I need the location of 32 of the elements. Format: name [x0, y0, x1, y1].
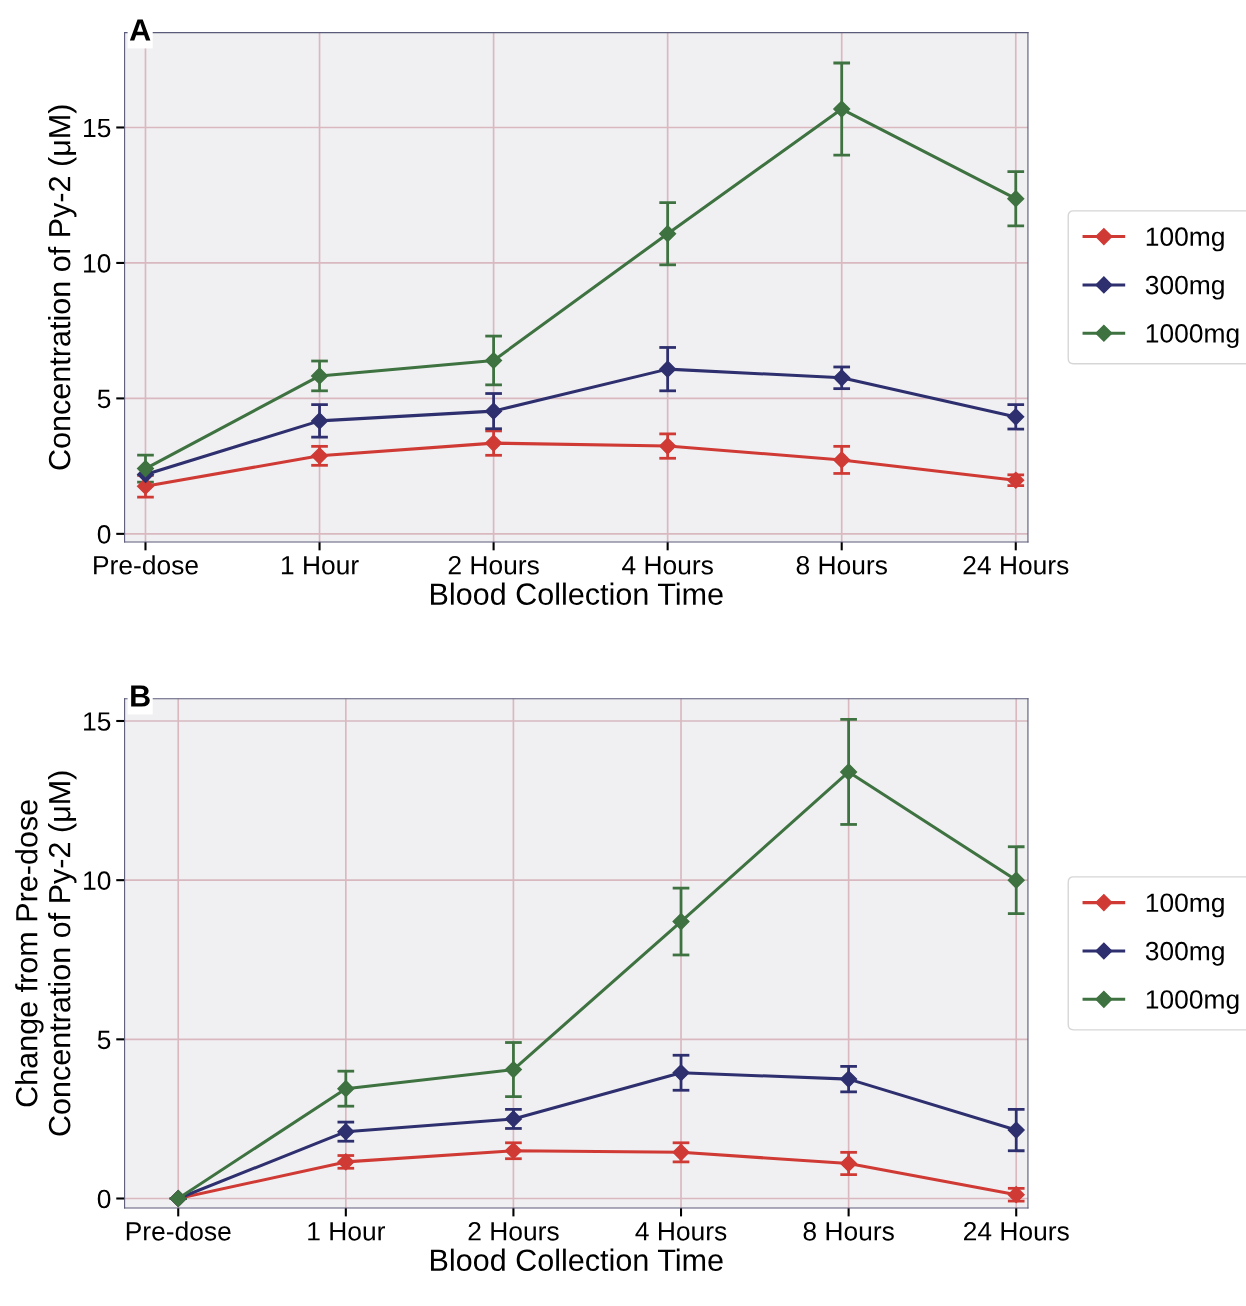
- y-tick-label: 0: [97, 1189, 111, 1209]
- y-tick-label: 5: [97, 389, 111, 409]
- x-tick-label: 24 Hours: [963, 555, 1069, 575]
- legend-label: 300mg: [1145, 275, 1224, 300]
- x-tick-label: 4 Hours: [635, 1222, 727, 1241]
- x-tick-label: 2 Hours: [468, 1221, 559, 1241]
- x-tick-label: Pre-dose: [94, 555, 198, 575]
- y-tick-label: 0: [97, 525, 111, 544]
- y-tick-label: 15: [84, 118, 111, 138]
- y-tick-label: 15: [84, 712, 111, 731]
- legend-label: 100mg: [1146, 227, 1224, 252]
- legend-label: 1000mg: [1146, 324, 1239, 348]
- x-tick-label: 1 Hour: [308, 1222, 385, 1241]
- x-axis-title: Blood Collection Time: [431, 582, 723, 606]
- y-tick-label: 10: [84, 254, 111, 273]
- x-tick-label: 4 Hours: [622, 556, 713, 575]
- y-axis-title: Change from Pre-dose Concentration of Py-2 (μM): [15, 771, 77, 1136]
- x-tick-label: 8 Hours: [796, 555, 887, 575]
- annotation: B: [131, 685, 150, 707]
- legend-label: 100mg: [1146, 893, 1224, 918]
- y-tick-label: 10: [84, 871, 111, 890]
- y-tick-label: 5: [97, 1030, 111, 1050]
- y-axis-title: Concentration of Py-2 (μM): [48, 105, 77, 470]
- x-tick-label: Pre-dose: [126, 1221, 231, 1241]
- legend-label: 1000mg: [1146, 990, 1239, 1015]
- annotation: A: [129, 19, 151, 41]
- x-tick-label: 24 Hours: [964, 1221, 1069, 1241]
- x-tick-label: 1 Hour: [281, 556, 359, 575]
- x-tick-label: 8 Hours: [803, 1221, 894, 1241]
- x-axis-title: Blood Collection Time: [431, 1248, 723, 1272]
- legend-label: 300mg: [1145, 941, 1224, 966]
- x-tick-label: 2 Hours: [448, 555, 539, 575]
